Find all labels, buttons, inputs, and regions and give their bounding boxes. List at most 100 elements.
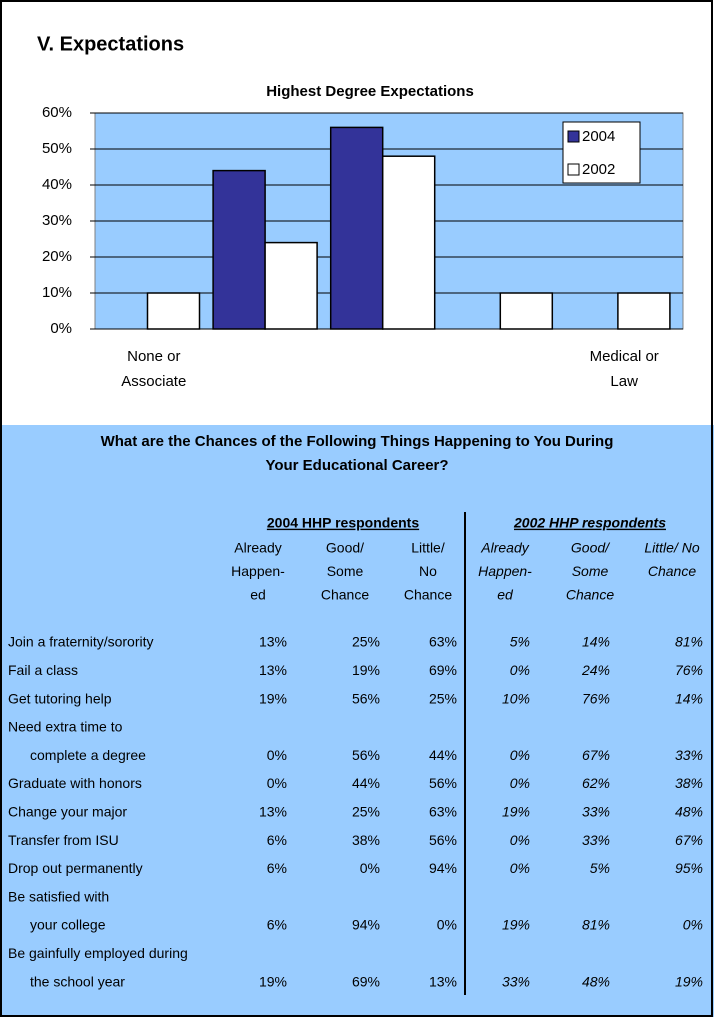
column-header: ed [497, 587, 514, 603]
cell: 94% [352, 917, 380, 933]
cell: 76% [675, 662, 703, 678]
cell: 19% [259, 690, 287, 706]
cell: 69% [429, 662, 457, 678]
cell: 0% [267, 747, 287, 763]
cell: 6% [267, 860, 287, 876]
column-header: Happen- [231, 563, 285, 579]
row-label: complete a degree [30, 747, 146, 763]
cell: 14% [675, 690, 703, 706]
legend-label: 2002 [582, 161, 615, 178]
column-header: Already [234, 540, 281, 556]
cell: 0% [510, 747, 530, 763]
column-header: Chance [648, 563, 696, 579]
x-tick-label: None or Associate [121, 348, 186, 390]
row-label: Join a fraternity/sorority [8, 634, 154, 650]
column-header: Happen- [478, 563, 532, 579]
cell: 33% [582, 804, 610, 820]
row-label: Fail a class [8, 662, 78, 678]
y-tick-label: 20% [42, 248, 72, 265]
legend-label: 2004 [582, 128, 615, 145]
table-background [0, 425, 714, 1017]
cell: 38% [675, 775, 703, 791]
cell: 25% [352, 804, 380, 820]
cell: 5% [510, 634, 530, 650]
x-tick-label: Medical or Law [590, 348, 659, 390]
cell: 0% [360, 860, 380, 876]
row-label: Need extra time to [8, 719, 123, 735]
legend-swatch [567, 130, 580, 143]
bar [212, 169, 266, 330]
row-label: Change your major [8, 804, 127, 820]
cell: 25% [352, 634, 380, 650]
column-header: Chance [404, 587, 452, 603]
cell: 56% [429, 832, 457, 848]
cell: 0% [510, 662, 530, 678]
cell: 19% [502, 917, 530, 933]
y-tick-label: 60% [42, 104, 72, 121]
cell: 63% [429, 634, 457, 650]
row-label: the school year [30, 973, 125, 989]
column-header: Chance [321, 587, 369, 603]
cell: 14% [582, 634, 610, 650]
cell: 81% [582, 917, 610, 933]
bar [499, 292, 554, 330]
column-header: No [419, 563, 437, 579]
cell: 19% [675, 973, 703, 989]
column-header: Already [480, 540, 529, 556]
cell: 10% [502, 690, 530, 706]
table-title: What are the Chances of the Following Th… [101, 433, 614, 450]
cell: 33% [675, 747, 703, 763]
cell: 76% [582, 690, 610, 706]
cell: 0% [510, 860, 530, 876]
cell: 38% [352, 832, 380, 848]
cell: 24% [581, 662, 610, 678]
y-tick-label: 10% [42, 284, 72, 301]
row-label: Transfer from ISU [8, 832, 119, 848]
cell: 0% [683, 917, 703, 933]
cell: 13% [429, 973, 457, 989]
row-label: Be satisfied with [8, 888, 109, 904]
cell: 0% [510, 775, 530, 791]
cell: 6% [267, 917, 287, 933]
cell: 19% [352, 662, 380, 678]
bar [264, 241, 318, 330]
y-tick-label: 0% [50, 320, 72, 337]
cell: 33% [582, 832, 610, 848]
row-label: Graduate with honors [8, 775, 142, 791]
column-header: Chance [566, 587, 614, 603]
cell: 67% [675, 832, 703, 848]
cell: 48% [675, 804, 703, 820]
cell: 5% [590, 860, 610, 876]
column-header: Good/ [326, 540, 364, 556]
cell: 0% [510, 832, 530, 848]
cell: 56% [352, 690, 380, 706]
y-tick-label: 50% [42, 140, 72, 157]
cell: 67% [582, 747, 610, 763]
cell: 13% [259, 804, 287, 820]
cell: 63% [429, 804, 457, 820]
cell: 48% [582, 973, 610, 989]
legend-swatch [567, 163, 580, 176]
cell: 19% [259, 973, 287, 989]
row-label: Get tutoring help [8, 690, 112, 706]
cell: 56% [429, 775, 457, 791]
bar [381, 155, 436, 330]
bar [617, 292, 671, 330]
cell: 33% [502, 973, 530, 989]
cell: 94% [429, 860, 457, 876]
cell: 62% [582, 775, 610, 791]
cell: 44% [429, 747, 457, 763]
cell: 95% [675, 860, 703, 876]
column-header: Some [572, 563, 609, 579]
row-label: Be gainfully employed during [8, 945, 188, 961]
row-label: your college [30, 917, 106, 933]
column-header: Some [327, 563, 364, 579]
y-tick-label: 40% [42, 176, 72, 193]
cell: 25% [429, 690, 457, 706]
group-header: 2002 HHP respondents [513, 515, 666, 531]
chart-title: Highest Degree Expectations [266, 83, 474, 100]
bar [146, 292, 201, 330]
cell: 81% [675, 634, 703, 650]
